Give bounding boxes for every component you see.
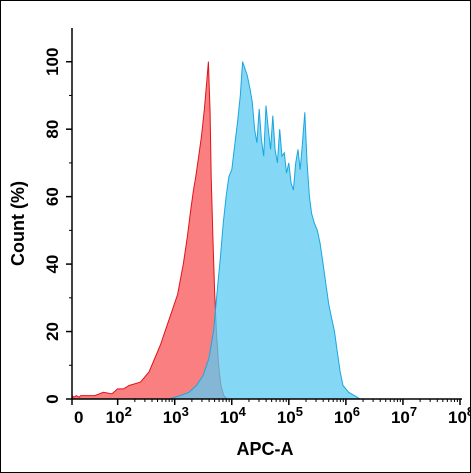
y-tick-label: 0: [43, 394, 62, 403]
y-tick-label: 20: [43, 322, 62, 341]
x-tick-label: 108: [448, 404, 471, 427]
x-tick-label: 104: [220, 404, 247, 427]
x-axis-title: APC-A: [237, 439, 294, 459]
x-tick-label: 106: [334, 404, 360, 427]
y-tick-label: 40: [43, 255, 62, 274]
y-tick-label: 100: [43, 48, 62, 76]
y-tick-label: 80: [43, 120, 62, 139]
x-tick-label: 103: [163, 404, 189, 427]
series-area-2: [168, 61, 362, 400]
plot-area: 0 20 40 60 80 100 0 102 103 104 105 106 107 108: [43, 28, 471, 427]
y-axis-title: Count (%): [8, 181, 28, 266]
x-tick-label: 105: [277, 404, 303, 427]
x-tick-label: 0: [74, 408, 83, 427]
y-tick-label: 60: [43, 187, 62, 206]
x-tick-label: 107: [391, 404, 417, 427]
series-area-1: [71, 61, 229, 400]
x-tick-label: 102: [106, 404, 132, 427]
